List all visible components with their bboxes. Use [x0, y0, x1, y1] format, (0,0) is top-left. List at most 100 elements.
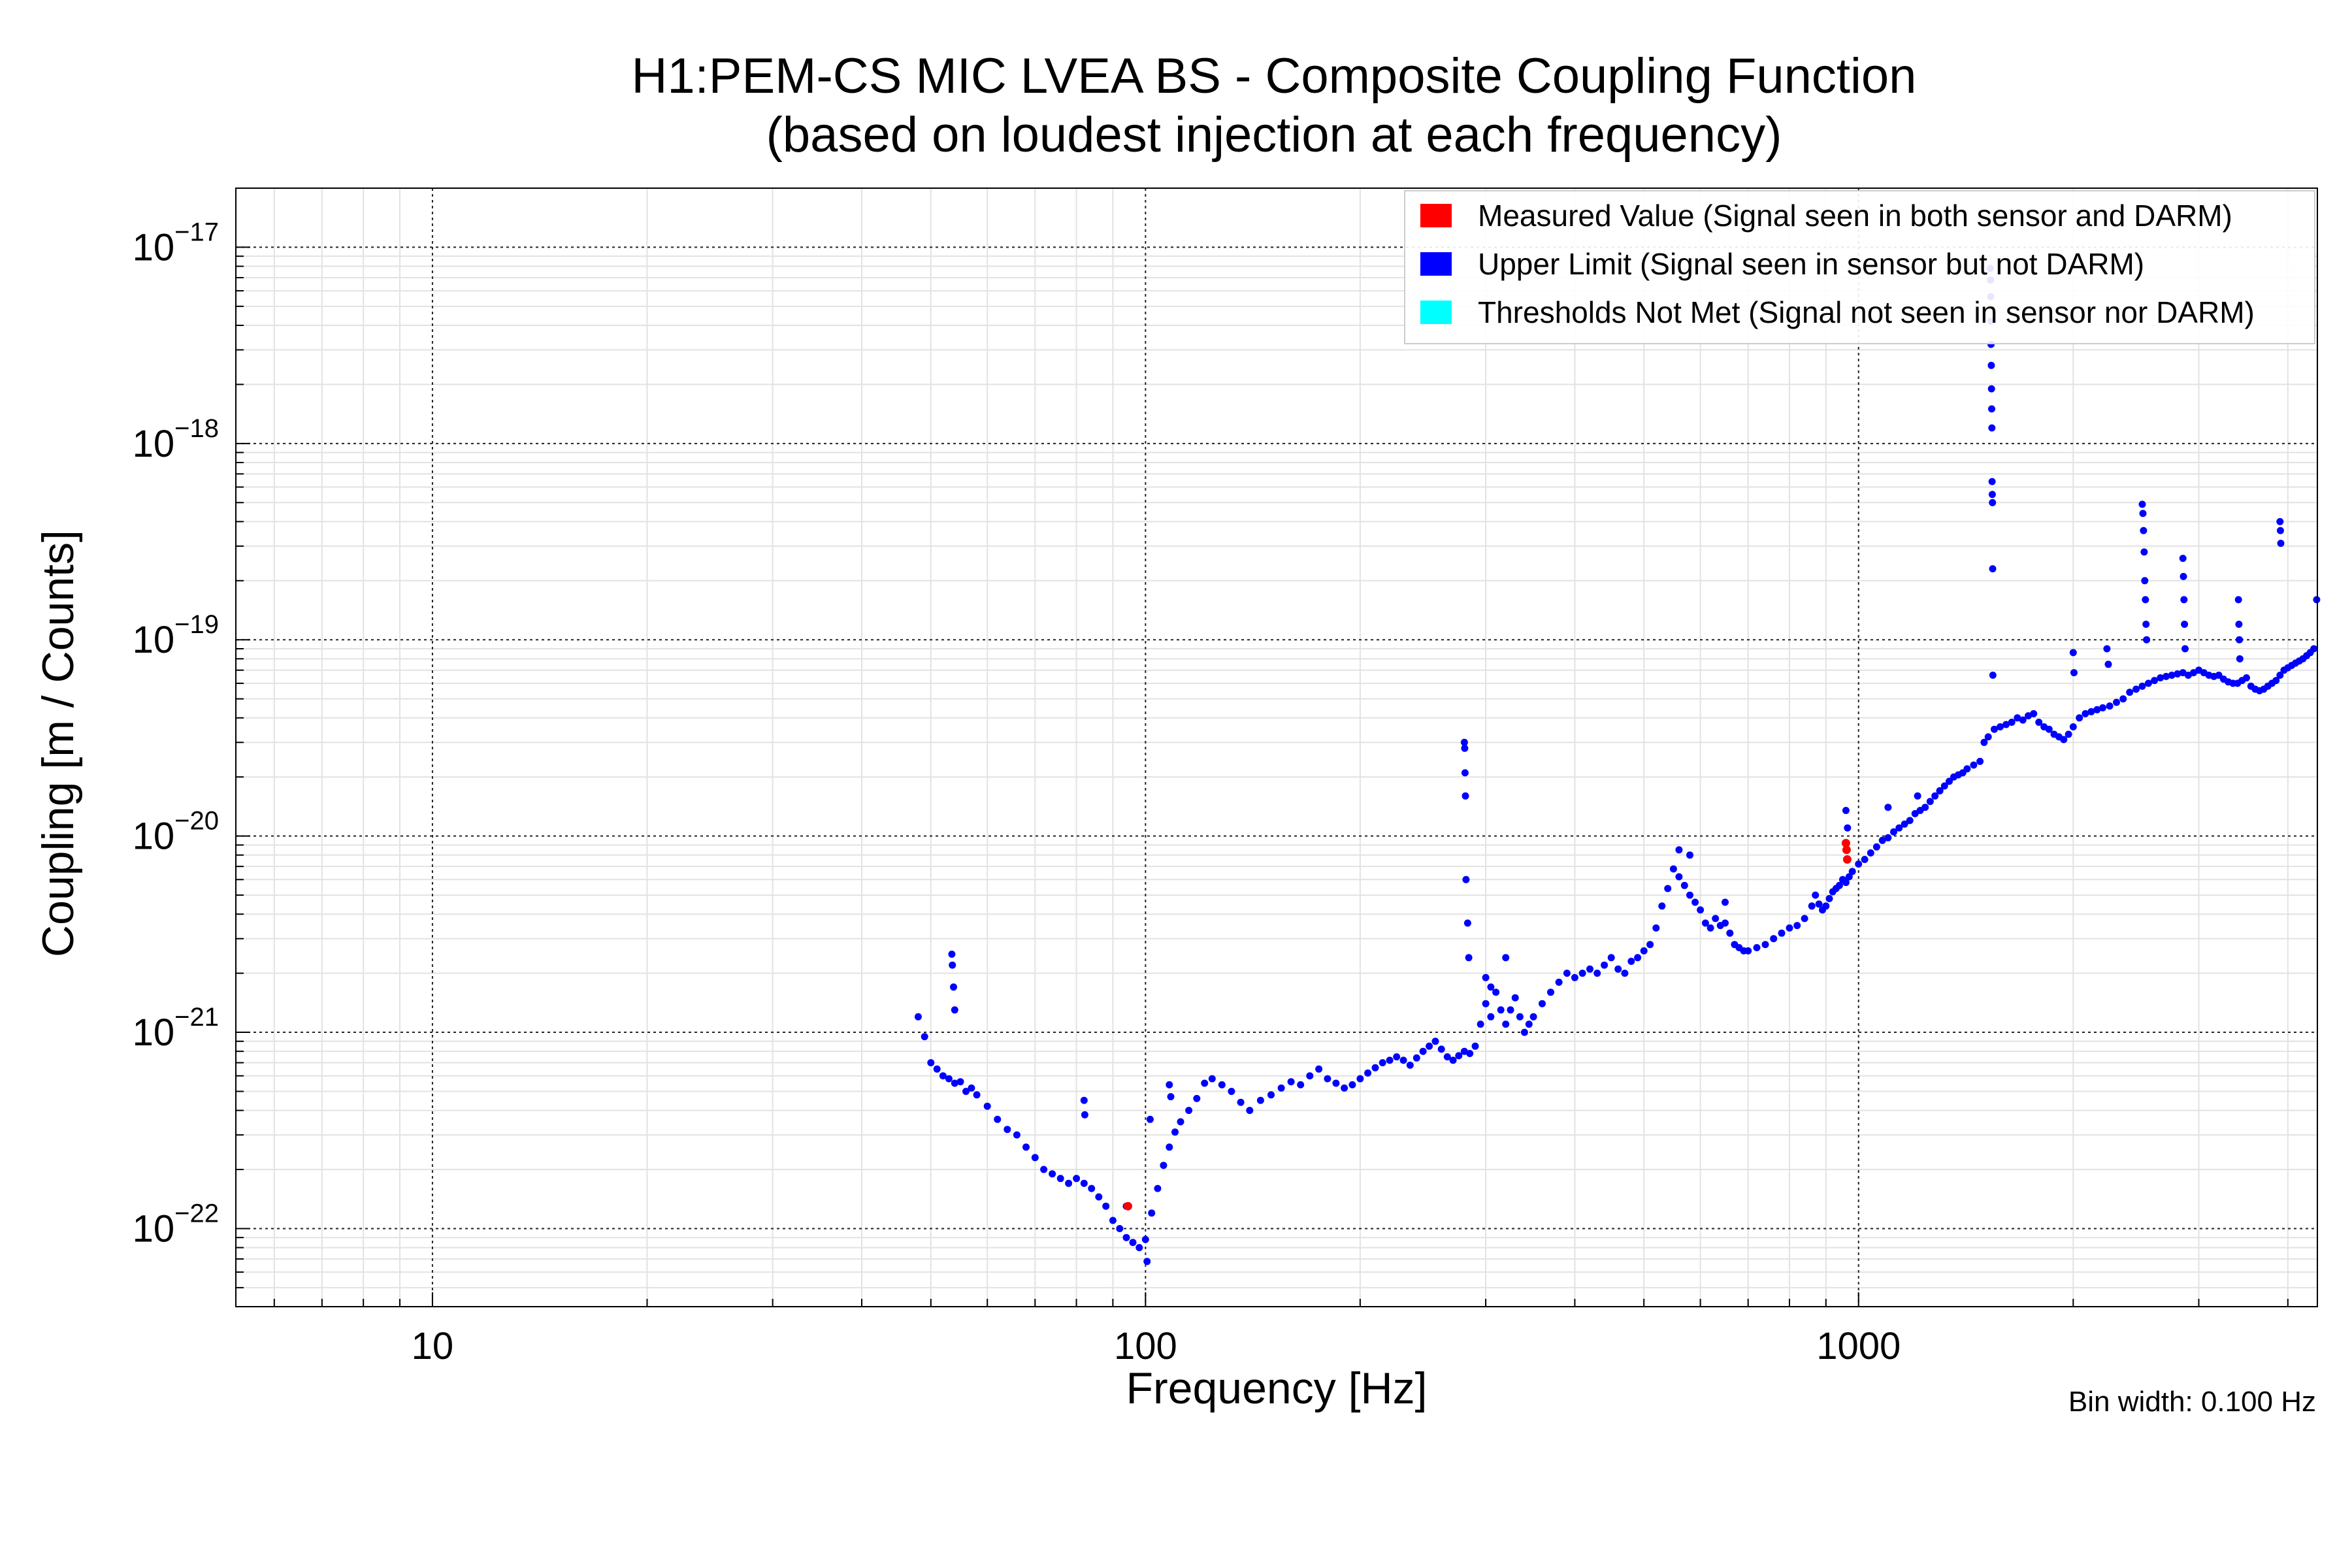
- upper-limit-point: [2119, 695, 2127, 703]
- upper-limit-point: [2179, 669, 2187, 677]
- upper-limit-point: [2143, 636, 2151, 644]
- upper-limit-point: [2272, 677, 2280, 685]
- upper-limit-point: [1786, 924, 1793, 932]
- upper-limit-point: [1146, 1115, 1154, 1123]
- upper-limit-point: [2235, 621, 2243, 628]
- upper-limit-point: [1669, 865, 1677, 873]
- upper-limit-point: [1848, 868, 1856, 875]
- legend: Measured Value (Signal seen in both sens…: [1404, 190, 2315, 344]
- upper-limit-point: [1088, 1184, 1096, 1192]
- upper-limit-point: [948, 951, 956, 958]
- upper-limit-point: [1686, 851, 1693, 859]
- upper-limit-point: [1675, 846, 1683, 854]
- upper-limit-point: [1461, 769, 1469, 777]
- upper-limit-point: [1193, 1094, 1201, 1102]
- y-tick-label-base: 10: [133, 423, 175, 465]
- upper-limit-point: [1185, 1107, 1193, 1115]
- y-tick-label-exponent: −17: [174, 218, 219, 246]
- upper-limit-point: [1371, 1064, 1379, 1071]
- upper-limit-point: [2104, 661, 2112, 668]
- upper-limit-point: [2276, 517, 2284, 525]
- x-tick-label: 10: [412, 1325, 454, 1367]
- plot-frame: [235, 188, 2318, 1307]
- upper-limit-point: [1056, 1175, 1064, 1183]
- minor-gridlines: [236, 188, 2317, 1307]
- upper-limit-point: [2132, 685, 2140, 693]
- upper-limit-point: [1988, 491, 1996, 498]
- upper-limit-point: [1516, 1013, 1524, 1021]
- upper-limit-point: [1356, 1075, 1364, 1083]
- upper-limit-point: [1867, 849, 1874, 857]
- upper-limit-point: [983, 1102, 991, 1110]
- upper-limit-point: [1497, 1006, 1505, 1014]
- upper-limit-point: [2236, 636, 2244, 644]
- upper-limit-point: [1984, 733, 1992, 741]
- upper-limit-point: [1399, 1056, 1407, 1064]
- upper-limit-point: [1895, 824, 1903, 832]
- upper-limit-point: [2151, 677, 2159, 685]
- upper-limit-point: [921, 1033, 928, 1041]
- major-gridlines: [236, 188, 2317, 1307]
- upper-limit-point: [1466, 1050, 1474, 1057]
- upper-limit-point: [1946, 777, 1953, 785]
- upper-limit-point: [1287, 1078, 1295, 1086]
- x-tick-label: 100: [1114, 1325, 1177, 1367]
- upper-limit-point: [2045, 725, 2053, 733]
- upper-limit-point: [2138, 500, 2146, 508]
- upper-limit-point: [951, 1079, 958, 1087]
- y-tick-label-exponent: −18: [174, 414, 219, 443]
- upper-limit-point: [1722, 898, 1729, 906]
- upper-limit-point: [1102, 1202, 1110, 1210]
- upper-limit-point: [2069, 649, 2077, 657]
- upper-limit-point: [1256, 1096, 1264, 1104]
- upper-limit-point: [1844, 824, 1852, 832]
- upper-limit-point: [1914, 792, 1921, 800]
- upper-limit-point: [1845, 873, 1853, 881]
- upper-limit-point: [1815, 900, 1823, 908]
- upper-limit-point: [1634, 954, 1642, 962]
- upper-limit-point: [1926, 798, 1934, 806]
- upper-limit-point: [1842, 807, 1850, 814]
- upper-limit-point: [1135, 1244, 1143, 1252]
- upper-limit-point: [1890, 828, 1897, 836]
- upper-limit-point: [2144, 679, 2152, 687]
- upper-limit-point: [1040, 1166, 1048, 1173]
- upper-limit-point: [1712, 915, 1720, 923]
- upper-limit-point: [973, 1091, 981, 1099]
- chart-title-line-1: H1:PEM-CS MIC LVEA BS - Composite Coupli…: [632, 48, 1917, 104]
- y-axis-label: Coupling [m / Counts]: [33, 530, 83, 957]
- y-tick-label-exponent: −21: [174, 1003, 219, 1032]
- upper-limit-point: [1578, 970, 1586, 977]
- upper-limit-point: [1991, 725, 1998, 733]
- upper-limit-point: [2174, 670, 2181, 678]
- axis-ticks: [236, 188, 2289, 1307]
- legend-swatch-measured: [1420, 204, 1452, 227]
- upper-limit-point: [956, 1078, 964, 1086]
- upper-limit-point: [1658, 902, 1666, 910]
- upper-limit-point: [1507, 1006, 1514, 1014]
- upper-limit-point: [2236, 655, 2244, 662]
- y-tick-label-base: 10: [133, 619, 175, 661]
- upper-limit-point: [2276, 527, 2284, 534]
- upper-limit-point: [2277, 540, 2285, 547]
- upper-limit-point: [1477, 1021, 1484, 1028]
- upper-limit-point: [1324, 1075, 1331, 1083]
- upper-limit-point: [1482, 1000, 1490, 1007]
- upper-limit-point: [1701, 919, 1709, 927]
- upper-limit-point: [1413, 1054, 1420, 1062]
- upper-limit-point: [2069, 723, 2077, 730]
- upper-limit-point: [2019, 716, 2027, 724]
- upper-limit-point: [1980, 738, 1988, 746]
- upper-limit-point: [1793, 922, 1801, 930]
- upper-limit-point: [933, 1065, 941, 1073]
- measured-value-point: [1842, 855, 1852, 864]
- upper-limit-point: [1989, 672, 1997, 679]
- upper-limit-point: [1228, 1088, 1235, 1095]
- x-tick-label: 1000: [1816, 1325, 1901, 1367]
- upper-limit-point: [1081, 1111, 1088, 1119]
- y-tick-label-base: 10: [133, 815, 175, 858]
- upper-limit-point: [1664, 885, 1672, 892]
- upper-limit-point: [1492, 988, 1500, 996]
- measured-value-point: [1841, 839, 1850, 847]
